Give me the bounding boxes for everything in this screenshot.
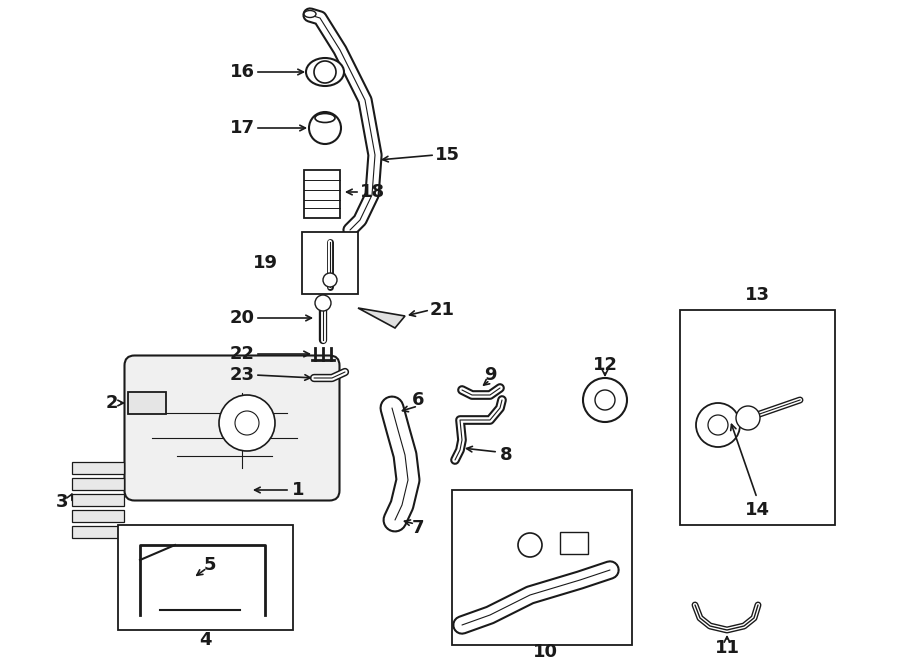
Circle shape: [219, 395, 275, 451]
Circle shape: [323, 273, 337, 287]
Text: 21: 21: [430, 301, 455, 319]
Bar: [72, 478, 124, 490]
Ellipse shape: [315, 114, 335, 122]
Text: 14: 14: [744, 501, 770, 519]
Text: 22: 22: [230, 345, 255, 363]
Text: 5: 5: [203, 556, 216, 574]
Text: 20: 20: [230, 309, 255, 327]
Text: 6: 6: [412, 391, 424, 409]
Ellipse shape: [304, 11, 316, 17]
Text: 1: 1: [292, 481, 304, 499]
Circle shape: [235, 411, 259, 435]
Bar: [680, 310, 835, 525]
FancyBboxPatch shape: [124, 356, 339, 500]
Text: 4: 4: [199, 631, 212, 649]
Circle shape: [708, 415, 728, 435]
Bar: [560, 532, 588, 554]
Circle shape: [583, 378, 627, 422]
Bar: [118, 525, 293, 630]
Text: 11: 11: [715, 639, 740, 657]
Text: 23: 23: [230, 366, 255, 384]
Bar: [72, 494, 124, 506]
Circle shape: [736, 406, 760, 430]
Text: 16: 16: [230, 63, 255, 81]
Text: 19: 19: [253, 254, 278, 272]
Text: 15: 15: [435, 146, 460, 164]
Text: 3: 3: [56, 493, 68, 511]
Text: 12: 12: [592, 356, 617, 374]
Text: 10: 10: [533, 643, 557, 661]
Bar: [72, 526, 124, 538]
Circle shape: [315, 295, 331, 311]
Bar: [128, 392, 166, 414]
Text: 8: 8: [500, 446, 513, 464]
Bar: [72, 510, 124, 522]
Polygon shape: [358, 308, 405, 328]
Bar: [302, 232, 358, 294]
Bar: [452, 490, 632, 645]
Text: 7: 7: [412, 519, 424, 537]
Circle shape: [696, 403, 740, 447]
Circle shape: [595, 390, 615, 410]
Ellipse shape: [306, 58, 344, 86]
Circle shape: [309, 112, 341, 144]
Text: 9: 9: [484, 366, 496, 384]
Bar: [304, 170, 340, 218]
Text: 18: 18: [360, 183, 385, 201]
Circle shape: [314, 61, 336, 83]
Circle shape: [518, 533, 542, 557]
Text: 17: 17: [230, 119, 255, 137]
Text: 13: 13: [744, 286, 770, 304]
Text: 2: 2: [105, 394, 118, 412]
Bar: [72, 462, 124, 474]
